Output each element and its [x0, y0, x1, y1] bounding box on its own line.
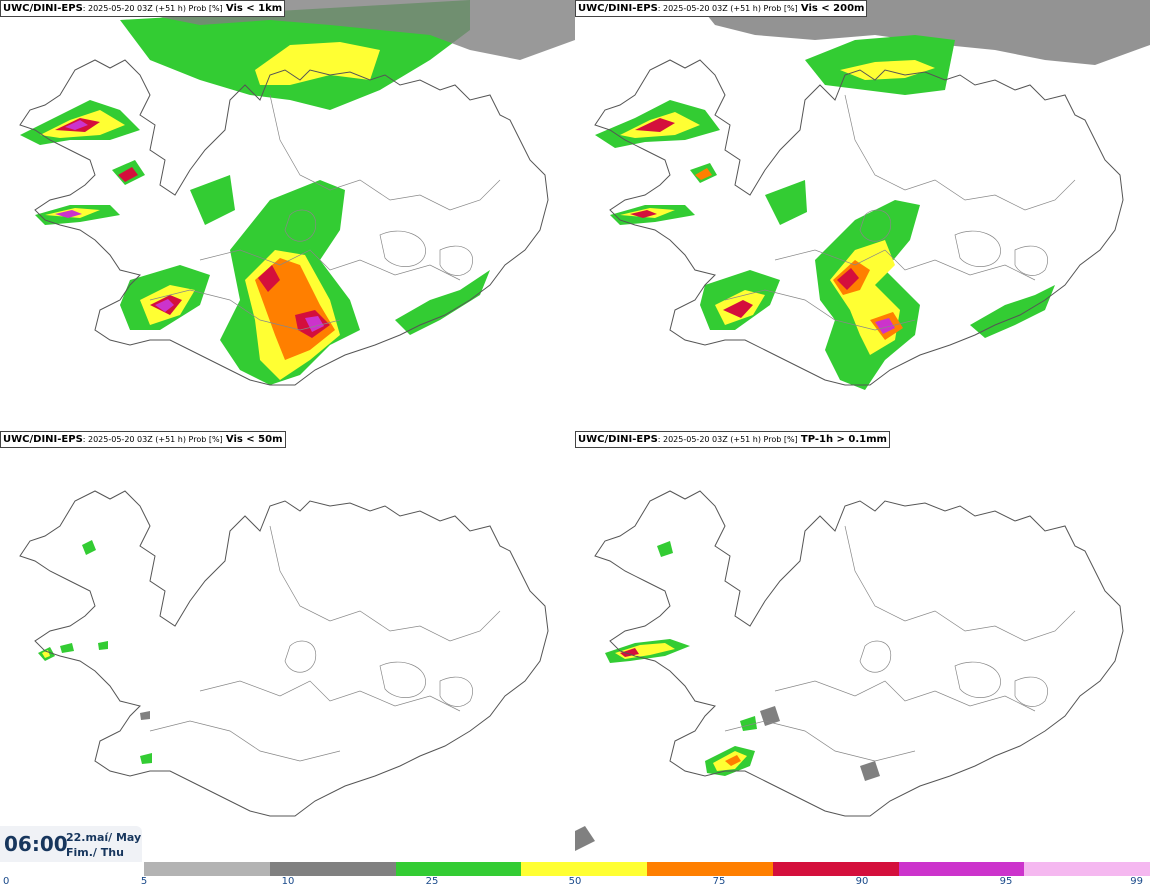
colorbar-tick-label: 25 — [425, 876, 439, 887]
map-canvas — [19, 490, 549, 817]
colorbar-segment — [1024, 862, 1150, 876]
valid-date: 22.maí/ May — [66, 831, 142, 844]
colorbar-segment — [772, 862, 899, 876]
valid-time: 06:00 — [4, 832, 68, 856]
colorbar-tick-label: 95 — [999, 876, 1013, 887]
map-panel-tp-1h: UWC/DINI-EPS: 2025-05-20 03Z (+51 h) Pro… — [575, 431, 1150, 861]
colorbar-tick-label: 5 — [140, 876, 148, 887]
panel-label: UWC/DINI-EPS: 2025-05-20 03Z (+51 h) Pro… — [0, 0, 286, 17]
map-canvas — [575, 490, 1124, 851]
colorbar-segment — [898, 862, 1025, 876]
colorbar-segment — [395, 862, 522, 876]
map-canvas — [594, 0, 1150, 390]
colorbar-tick-label: 90 — [855, 876, 869, 887]
panel-label: UWC/DINI-EPS: 2025-05-20 03Z (+51 h) Pro… — [575, 431, 890, 448]
colorbar — [144, 862, 1150, 876]
map-panel-vis-200m: UWC/DINI-EPS: 2025-05-20 03Z (+51 h) Pro… — [575, 0, 1150, 430]
colorbar-segment — [647, 862, 773, 876]
colorbar-tick-label: 0 — [3, 876, 10, 887]
valid-time-box: 06:00 22.maí/ May Fim./ Thu — [0, 826, 142, 862]
colorbar-segment — [144, 862, 270, 876]
colorbar-segment — [521, 862, 647, 876]
colorbar-tick-label: 50 — [568, 876, 582, 887]
colorbar-tick-label: 99 — [1130, 876, 1143, 887]
map-panel-vis-50m: UWC/DINI-EPS: 2025-05-20 03Z (+51 h) Pro… — [0, 431, 575, 861]
colorbar-tick-label: 10 — [281, 876, 295, 887]
panel-label: UWC/DINI-EPS: 2025-05-20 03Z (+51 h) Pro… — [0, 431, 286, 448]
map-canvas — [19, 0, 575, 386]
map-panel-vis-1km: UWC/DINI-EPS: 2025-05-20 03Z (+51 h) Pro… — [0, 0, 575, 430]
panel-label: UWC/DINI-EPS: 2025-05-20 03Z (+51 h) Pro… — [575, 0, 868, 17]
colorbar-segment — [269, 862, 396, 876]
colorbar-tick-label: 75 — [712, 876, 726, 887]
valid-day: Fim./ Thu — [66, 846, 124, 859]
